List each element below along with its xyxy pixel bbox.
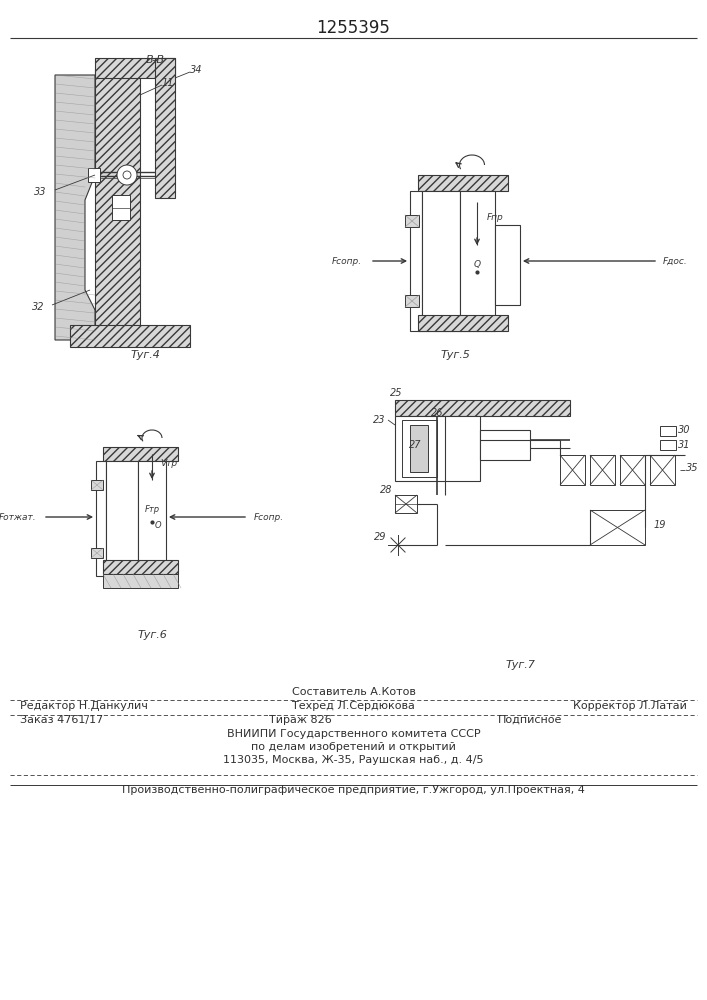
Text: Fсопр.: Fсопр.: [254, 512, 284, 522]
Bar: [418, 315, 508, 331]
Text: O: O: [155, 520, 162, 530]
Text: 34: 34: [189, 65, 202, 75]
Text: Fотжат.: Fотжат.: [0, 512, 36, 522]
Text: 113035, Москва, Ж-35, Раушская наб., д. 4/5: 113035, Москва, Ж-35, Раушская наб., д. …: [223, 755, 484, 765]
Bar: [590, 510, 645, 545]
Text: Заказ 4761/17: Заказ 4761/17: [20, 715, 103, 725]
Bar: [422, 191, 460, 331]
Text: 25: 25: [390, 388, 402, 398]
Bar: [405, 215, 419, 227]
Bar: [155, 58, 175, 198]
Bar: [103, 574, 178, 588]
Text: Техред Л.Сердюкова: Техред Л.Сердюкова: [292, 701, 415, 711]
Bar: [410, 425, 428, 472]
Text: Fпр: Fпр: [487, 214, 504, 223]
Bar: [395, 416, 480, 481]
Bar: [405, 295, 419, 307]
Bar: [590, 455, 615, 485]
Text: ВНИИПИ Государственного комитета СССР: ВНИИПИ Государственного комитета СССР: [227, 729, 480, 739]
Bar: [106, 461, 138, 576]
Text: Корректор Л.Латай: Корректор Л.Латай: [573, 701, 687, 711]
Text: Vтр: Vтр: [160, 460, 177, 468]
Text: Τуг.4: Τуг.4: [130, 350, 160, 360]
Bar: [560, 455, 585, 485]
Bar: [95, 70, 140, 345]
Text: 26: 26: [431, 408, 443, 418]
Bar: [418, 175, 508, 191]
Text: по делам изобретений и открытий: по делам изобретений и открытий: [251, 742, 456, 752]
Circle shape: [117, 165, 137, 185]
Text: Q: Q: [474, 260, 481, 269]
Text: 27: 27: [409, 440, 421, 450]
Text: 28: 28: [380, 485, 392, 495]
Bar: [460, 191, 495, 331]
Text: Fтр: Fтр: [144, 506, 160, 514]
Polygon shape: [55, 75, 95, 340]
Bar: [91, 548, 103, 558]
Bar: [620, 455, 645, 485]
Bar: [650, 455, 675, 485]
Text: 31: 31: [678, 440, 691, 450]
Text: Составитель А.Котов: Составитель А.Котов: [291, 687, 416, 697]
Text: 33: 33: [33, 187, 46, 197]
Bar: [138, 461, 166, 576]
Text: 23: 23: [373, 415, 385, 425]
Text: Fсопр.: Fсопр.: [332, 256, 362, 265]
Text: 29: 29: [373, 532, 386, 542]
Text: Fдос.: Fдос.: [663, 256, 688, 265]
Bar: [88, 168, 100, 182]
Bar: [91, 480, 103, 490]
Bar: [70, 325, 190, 347]
Bar: [480, 430, 530, 460]
Bar: [395, 400, 570, 416]
Bar: [395, 495, 417, 513]
Text: 32: 32: [32, 302, 44, 312]
Text: Τуг.6: Τуг.6: [137, 630, 167, 640]
Text: Тираж 826: Тираж 826: [269, 715, 332, 725]
Text: 19: 19: [654, 520, 667, 530]
Bar: [402, 420, 437, 477]
Text: 30: 30: [678, 425, 691, 435]
Bar: [95, 58, 175, 78]
Bar: [660, 426, 676, 436]
Bar: [495, 225, 520, 305]
Text: Подписное: Подписное: [498, 715, 562, 725]
Text: B-B: B-B: [146, 55, 165, 65]
Text: Τуг.7: Τуг.7: [505, 660, 535, 670]
Bar: [103, 447, 178, 461]
Bar: [103, 560, 178, 574]
Bar: [96, 461, 106, 576]
Text: 11: 11: [162, 78, 174, 88]
Text: Производственно-полиграфическое предприятие, г.Ужгород, ул.Проектная, 4: Производственно-полиграфическое предприя…: [122, 785, 585, 795]
Bar: [112, 195, 130, 220]
Bar: [660, 440, 676, 450]
Circle shape: [123, 171, 131, 179]
Text: Τуг.5: Τуг.5: [440, 350, 470, 360]
Text: 35: 35: [686, 463, 699, 473]
Text: Редактор Н.Данкулич: Редактор Н.Данкулич: [20, 701, 148, 711]
Bar: [410, 191, 422, 331]
Text: 1255395: 1255395: [317, 19, 390, 37]
